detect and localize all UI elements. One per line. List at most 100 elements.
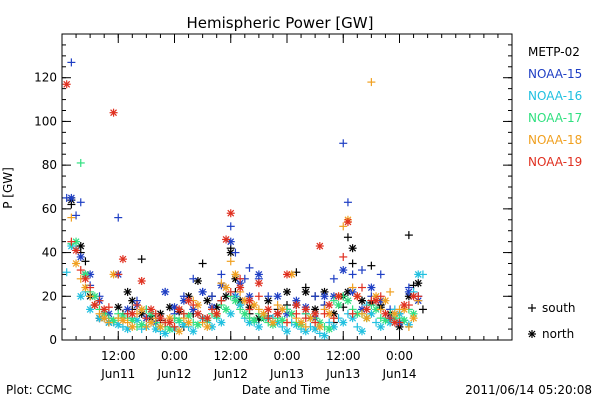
data-point-south: [301, 314, 310, 323]
legend-marker-north: [528, 330, 536, 338]
data-point-north: [198, 287, 207, 296]
legend-entry: METP-02: [528, 45, 580, 59]
data-point-south: [217, 270, 226, 279]
data-point-north: [254, 322, 263, 331]
data-point-north: [358, 327, 366, 336]
data-point-north: [118, 255, 127, 264]
data-point-north: [184, 296, 193, 305]
data-point-south: [189, 301, 198, 310]
data-point-north: [147, 305, 156, 314]
marker-stroke: [232, 297, 239, 305]
marker-stroke: [222, 236, 230, 243]
marker-stroke: [199, 288, 207, 296]
data-point-south: [208, 292, 216, 301]
data-point-south: [62, 268, 71, 277]
marker-stroke: [119, 316, 127, 324]
marker-stroke: [274, 292, 282, 300]
marker-stroke: [255, 271, 263, 278]
data-point-south: [264, 314, 273, 323]
data-point-north: [362, 305, 371, 314]
data-point-south: [358, 309, 366, 318]
data-point-north: [226, 209, 235, 218]
data-point-north: [339, 266, 348, 275]
data-point-south: [404, 231, 413, 240]
marker-stroke: [358, 327, 366, 335]
data-point-north: [175, 305, 184, 314]
marker-stroke: [157, 323, 164, 331]
marker-stroke: [171, 303, 178, 311]
marker-stroke: [414, 279, 422, 287]
data-point-north: [315, 322, 324, 331]
marker-stroke: [377, 323, 385, 331]
marker-stroke: [203, 323, 211, 331]
marker-stroke: [119, 255, 127, 263]
x-tick-label: 0:00: [161, 349, 188, 363]
data-point-north: [72, 259, 81, 268]
x-tick-label: 12:00: [213, 349, 248, 363]
marker-stroke: [91, 301, 99, 309]
marker-stroke: [236, 284, 244, 291]
marker-stroke: [194, 301, 202, 309]
data-point-north: [414, 279, 423, 288]
y-tick-label: 60: [42, 202, 57, 216]
data-point-north: [325, 301, 334, 310]
data-point-north: [254, 279, 263, 288]
data-point-south: [76, 198, 85, 207]
marker-stroke: [349, 288, 357, 296]
y-tick-label: 80: [42, 158, 57, 172]
data-point-south: [386, 314, 395, 323]
data-point-north: [222, 235, 231, 244]
data-point-north: [301, 305, 310, 314]
marker-stroke: [161, 288, 169, 296]
x-tick-label: 12:00: [101, 349, 136, 363]
marker-stroke: [288, 310, 296, 318]
marker-stroke: [110, 109, 117, 117]
x-tick-label: 12:00: [326, 349, 361, 363]
marker-stroke: [241, 310, 249, 318]
data-point-north: [189, 327, 198, 336]
plot-credit: Plot: CCMC: [6, 383, 72, 397]
data-point-south: [358, 283, 366, 292]
marker-stroke: [274, 310, 282, 318]
marker-stroke: [72, 246, 80, 254]
marker-stroke: [410, 314, 417, 322]
data-point-north: [348, 244, 357, 253]
chart-axes: 0 20 40 60 80 100 120 12:00 Jun11 0:00 Jun12 12:00 J…: [34, 33, 513, 381]
marker-stroke: [227, 209, 235, 217]
marker-stroke: [203, 314, 211, 322]
data-points: [62, 58, 427, 340]
data-point-north: [343, 296, 352, 305]
data-point-north: [222, 283, 231, 292]
data-point-north: [381, 309, 390, 318]
marker-stroke: [292, 301, 300, 309]
marker-stroke: [138, 305, 146, 313]
y-tick-label: 0: [49, 333, 57, 347]
y-tick-label: 40: [42, 246, 57, 260]
data-point-north: [165, 318, 174, 327]
data-point-north: [334, 301, 343, 310]
marker-stroke: [100, 305, 108, 313]
data-point-north: [222, 305, 231, 314]
data-point-north: [184, 318, 193, 327]
marker-stroke: [194, 310, 202, 318]
marker-stroke: [363, 305, 371, 313]
data-point-south: [358, 266, 366, 275]
marker-stroke: [82, 275, 89, 283]
marker-stroke: [128, 297, 136, 305]
x-tick-date-label: Jun13: [269, 367, 304, 381]
data-point-north: [320, 331, 329, 340]
marker-stroke: [227, 310, 235, 318]
marker-stroke: [367, 284, 375, 291]
data-point-south: [67, 58, 76, 67]
marker-stroke: [175, 327, 183, 335]
data-point-north: [193, 309, 202, 318]
data-point-north: [193, 320, 202, 329]
data-point-north: [278, 316, 287, 325]
data-point-north: [123, 287, 132, 296]
marker-stroke: [72, 238, 80, 246]
data-point-south: [86, 283, 95, 292]
data-point-south: [76, 266, 85, 275]
data-point-north: [156, 314, 165, 323]
x-tick-label: 0:00: [386, 349, 413, 363]
data-point-north: [400, 316, 409, 325]
